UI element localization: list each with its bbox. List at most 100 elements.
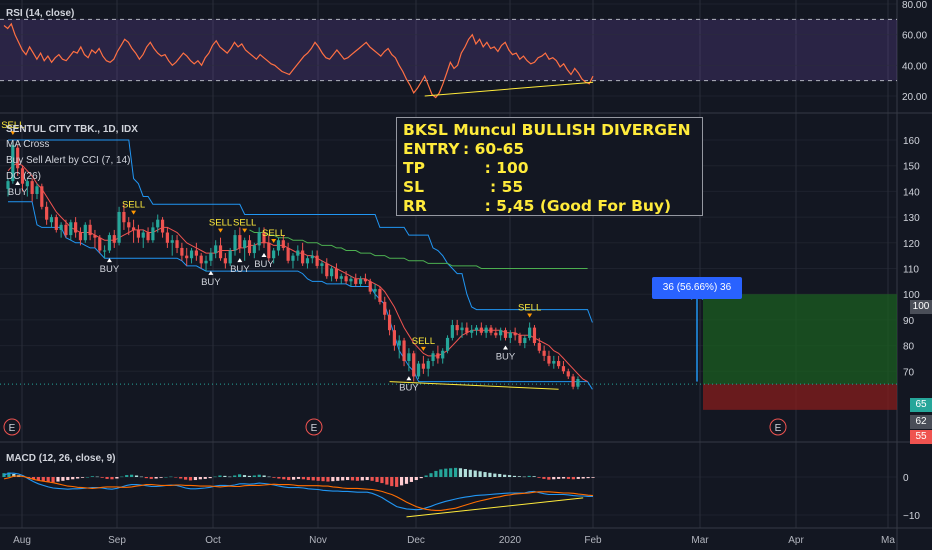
- macd-histogram-bar: [527, 475, 531, 477]
- candle-body: [194, 250, 198, 256]
- candle-body: [508, 332, 512, 338]
- candle-body: [484, 327, 488, 333]
- trade-idea-box[interactable]: BKSL Muncul BULLISH DIVERGEN ENTRY: 60-6…: [396, 117, 703, 216]
- macd-histogram-bar: [571, 477, 575, 480]
- macd-histogram-bar: [85, 477, 90, 478]
- macd-histogram-bar: [561, 477, 566, 479]
- candle-body: [180, 247, 184, 256]
- x-axis-label-5: 2020: [499, 535, 522, 546]
- buy-marker: [208, 270, 214, 275]
- macd-histogram-bar: [238, 474, 242, 477]
- price-tick-5: 110: [903, 265, 919, 276]
- candle-body: [107, 235, 112, 251]
- price-tick-2: 140: [903, 187, 920, 198]
- current-price-tag: 65: [910, 398, 932, 412]
- macd-histogram-bar: [576, 477, 580, 479]
- candle-body: [160, 219, 165, 233]
- candle-body: [407, 353, 411, 362]
- sell-marker: [218, 228, 224, 233]
- buy-marker: [15, 180, 21, 185]
- macd-histogram-bar: [154, 477, 158, 479]
- macd-histogram-bar: [404, 477, 409, 484]
- candle-body: [214, 245, 218, 254]
- candle-body: [528, 327, 532, 338]
- candle-body: [489, 327, 493, 333]
- macd-histogram-bar: [301, 477, 306, 480]
- sell-label-8: SELL: [262, 228, 285, 239]
- sell-label-0: SELL: [1, 120, 24, 131]
- macd-histogram-bar: [542, 477, 546, 479]
- macd-histogram-bar: [395, 477, 399, 487]
- candle-body: [416, 363, 421, 377]
- price-range-measure-label[interactable]: 36 (56.66%) 36: [652, 277, 742, 299]
- macd-histogram-bar: [179, 477, 183, 479]
- rsi-label: RSI (14, close): [6, 8, 75, 19]
- macd-histogram-bar: [483, 472, 487, 477]
- macd-histogram-bar: [463, 469, 467, 477]
- macd-histogram-bar: [115, 477, 119, 479]
- macd-histogram-bar: [478, 471, 482, 477]
- candle-body: [566, 371, 570, 377]
- rsi-tick-1: 60.00: [902, 31, 927, 42]
- candle-body: [436, 353, 440, 359]
- macd-tick-1: −10: [903, 511, 920, 522]
- price-tick-0: 160: [903, 136, 920, 147]
- macd-tick-0: 0: [903, 473, 909, 484]
- candle-body: [20, 168, 25, 184]
- macd-histogram-bar: [247, 475, 252, 477]
- candle-body: [349, 278, 353, 282]
- price-tick-9: 70: [903, 367, 915, 378]
- macd-histogram-bar: [193, 477, 198, 481]
- macd-histogram-bar: [125, 475, 129, 477]
- price-tick-8: 80: [903, 342, 915, 353]
- rsi-line: [3, 22, 594, 99]
- sell-label-2: SELL: [122, 200, 145, 211]
- macd-histogram-bar: [130, 474, 134, 477]
- macd-histogram-bar: [429, 473, 433, 477]
- candle-body: [547, 355, 551, 364]
- candle-body: [228, 250, 232, 264]
- symbol-title[interactable]: SENTUL CITY TBK., 1D, IDX: [6, 124, 138, 135]
- earnings-label-0: E: [9, 423, 16, 434]
- candle-body: [69, 222, 73, 236]
- candle-body: [383, 301, 387, 315]
- candle-body: [373, 289, 377, 292]
- x-axis-label-9: Ma: [881, 535, 895, 546]
- legend-ma-cross[interactable]: MA Cross: [6, 139, 50, 150]
- candle-body: [98, 237, 102, 251]
- legend-donchian[interactable]: DC (26): [6, 171, 42, 182]
- buy-label-3: BUY: [100, 264, 120, 275]
- macd-histogram-bar: [360, 477, 364, 481]
- candle-body: [146, 232, 150, 241]
- candle-body: [151, 227, 155, 241]
- macd-histogram-bar: [375, 477, 379, 482]
- candle-body: [542, 350, 546, 356]
- candle-body: [257, 232, 261, 246]
- candle-body: [561, 366, 566, 372]
- macd-histogram-bar: [552, 477, 556, 480]
- candle-body: [479, 327, 483, 333]
- x-axis-label-3: Nov: [309, 535, 327, 546]
- candle-body: [402, 340, 406, 362]
- macd-histogram-bar: [174, 477, 178, 478]
- candle-body: [474, 327, 479, 331]
- candle-body: [103, 250, 107, 252]
- price-tick-3: 130: [903, 213, 920, 224]
- candle-body: [267, 242, 271, 259]
- candle-body: [445, 337, 450, 351]
- legend-cci-alert[interactable]: Buy Sell Alert by CCI (7, 14): [6, 155, 131, 166]
- candle-body: [537, 343, 541, 351]
- buy-marker: [261, 252, 267, 257]
- macd-histogram-bar: [188, 477, 193, 481]
- candle-body: [54, 217, 58, 230]
- macd-histogram-bar: [444, 468, 448, 477]
- candle-body: [83, 224, 87, 241]
- target-price-tag: 100: [910, 300, 932, 314]
- candle-body: [131, 227, 136, 230]
- macd-histogram-bar: [503, 474, 507, 477]
- idea-row-tp: TP : 100: [403, 159, 529, 177]
- candle-body: [330, 268, 334, 277]
- macd-histogram-bar: [566, 477, 571, 479]
- earnings-label-1: E: [311, 423, 318, 434]
